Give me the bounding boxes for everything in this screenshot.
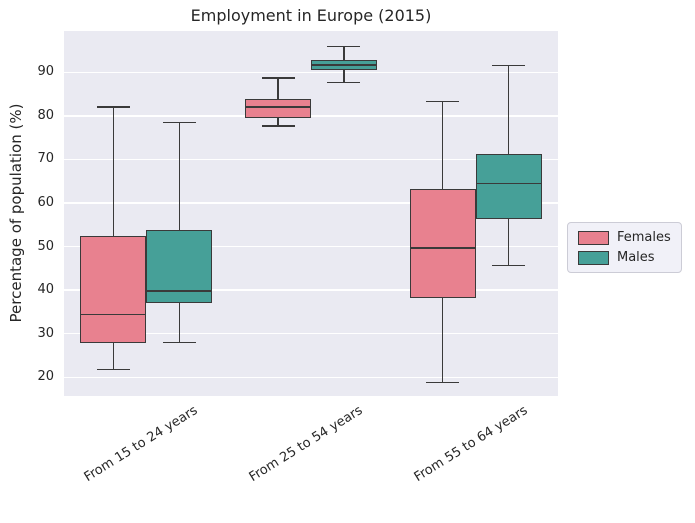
upper-cap-females-1 <box>96 106 130 108</box>
legend-swatch-females <box>578 230 609 245</box>
upper-whisker-males-2 <box>343 46 345 60</box>
gridline-80 <box>64 115 558 117</box>
upper-cap-males-3 <box>492 64 526 67</box>
y-tick-label-90: 90 <box>37 64 54 80</box>
upper-whisker-males-1 <box>178 122 181 231</box>
legend-label-males: Males <box>617 250 655 265</box>
lower-cap-females-1 <box>96 368 130 371</box>
gridline-30 <box>64 333 558 335</box>
upper-cap-males-2 <box>327 45 361 48</box>
gridline-20 <box>64 376 558 378</box>
median-males-1 <box>147 290 212 292</box>
y-tick-label-40: 40 <box>37 282 54 298</box>
y-tick-label-50: 50 <box>37 238 54 254</box>
lower-cap-females-2 <box>261 125 295 127</box>
lower-whisker-females-2 <box>277 118 279 126</box>
lower-cap-males-2 <box>327 81 361 84</box>
upper-whisker-females-2 <box>277 78 279 99</box>
y-tick-label-30: 30 <box>37 325 54 341</box>
gridline-40 <box>64 289 558 291</box>
gridline-90 <box>64 71 558 74</box>
lower-whisker-males-3 <box>507 219 510 266</box>
lower-whisker-males-2 <box>343 70 345 83</box>
box-females-3 <box>409 188 476 298</box>
gridline-70 <box>64 158 558 161</box>
lower-cap-males-1 <box>162 341 196 344</box>
legend-item-females: Females <box>578 230 671 245</box>
y-tick-label-60: 60 <box>37 195 54 211</box>
x-tick-label-2: From 25 to 54 years <box>246 403 366 485</box>
y-tick-label-20: 20 <box>37 369 54 385</box>
x-tick-label-1: From 15 to 24 years <box>81 403 201 485</box>
box-males-2 <box>311 59 377 71</box>
upper-cap-females-3 <box>426 100 460 103</box>
median-females-1 <box>81 313 146 316</box>
legend-label-females: Females <box>617 230 671 245</box>
chart-title: Employment in Europe (2015) <box>190 6 432 25</box>
median-males-3 <box>476 182 541 185</box>
lower-cap-females-3 <box>426 381 460 384</box>
legend-item-males: Males <box>578 250 671 265</box>
box-males-1 <box>146 230 213 303</box>
upper-cap-females-2 <box>261 77 295 79</box>
y-tick-label-70: 70 <box>37 151 54 167</box>
upper-whisker-females-3 <box>441 101 444 189</box>
gridline-60 <box>64 202 558 204</box>
legend: Females Males <box>567 222 682 273</box>
box-females-2 <box>245 98 311 119</box>
y-tick-label-80: 80 <box>37 107 54 123</box>
upper-whisker-females-1 <box>112 107 115 237</box>
lower-whisker-males-1 <box>178 302 181 343</box>
legend-swatch-males <box>578 250 609 265</box>
upper-whisker-males-3 <box>507 65 510 155</box>
lower-cap-males-3 <box>492 264 526 267</box>
box-males-3 <box>475 154 542 220</box>
median-females-3 <box>410 247 475 249</box>
x-tick-label-3: From 55 to 64 years <box>411 403 531 485</box>
upper-cap-males-1 <box>162 121 196 124</box>
gridline-50 <box>64 245 558 248</box>
lower-whisker-females-3 <box>441 297 444 383</box>
box-females-1 <box>80 236 147 344</box>
plot-area <box>64 31 558 396</box>
median-females-2 <box>246 106 310 108</box>
median-males-2 <box>312 64 376 66</box>
lower-whisker-females-1 <box>112 343 115 370</box>
